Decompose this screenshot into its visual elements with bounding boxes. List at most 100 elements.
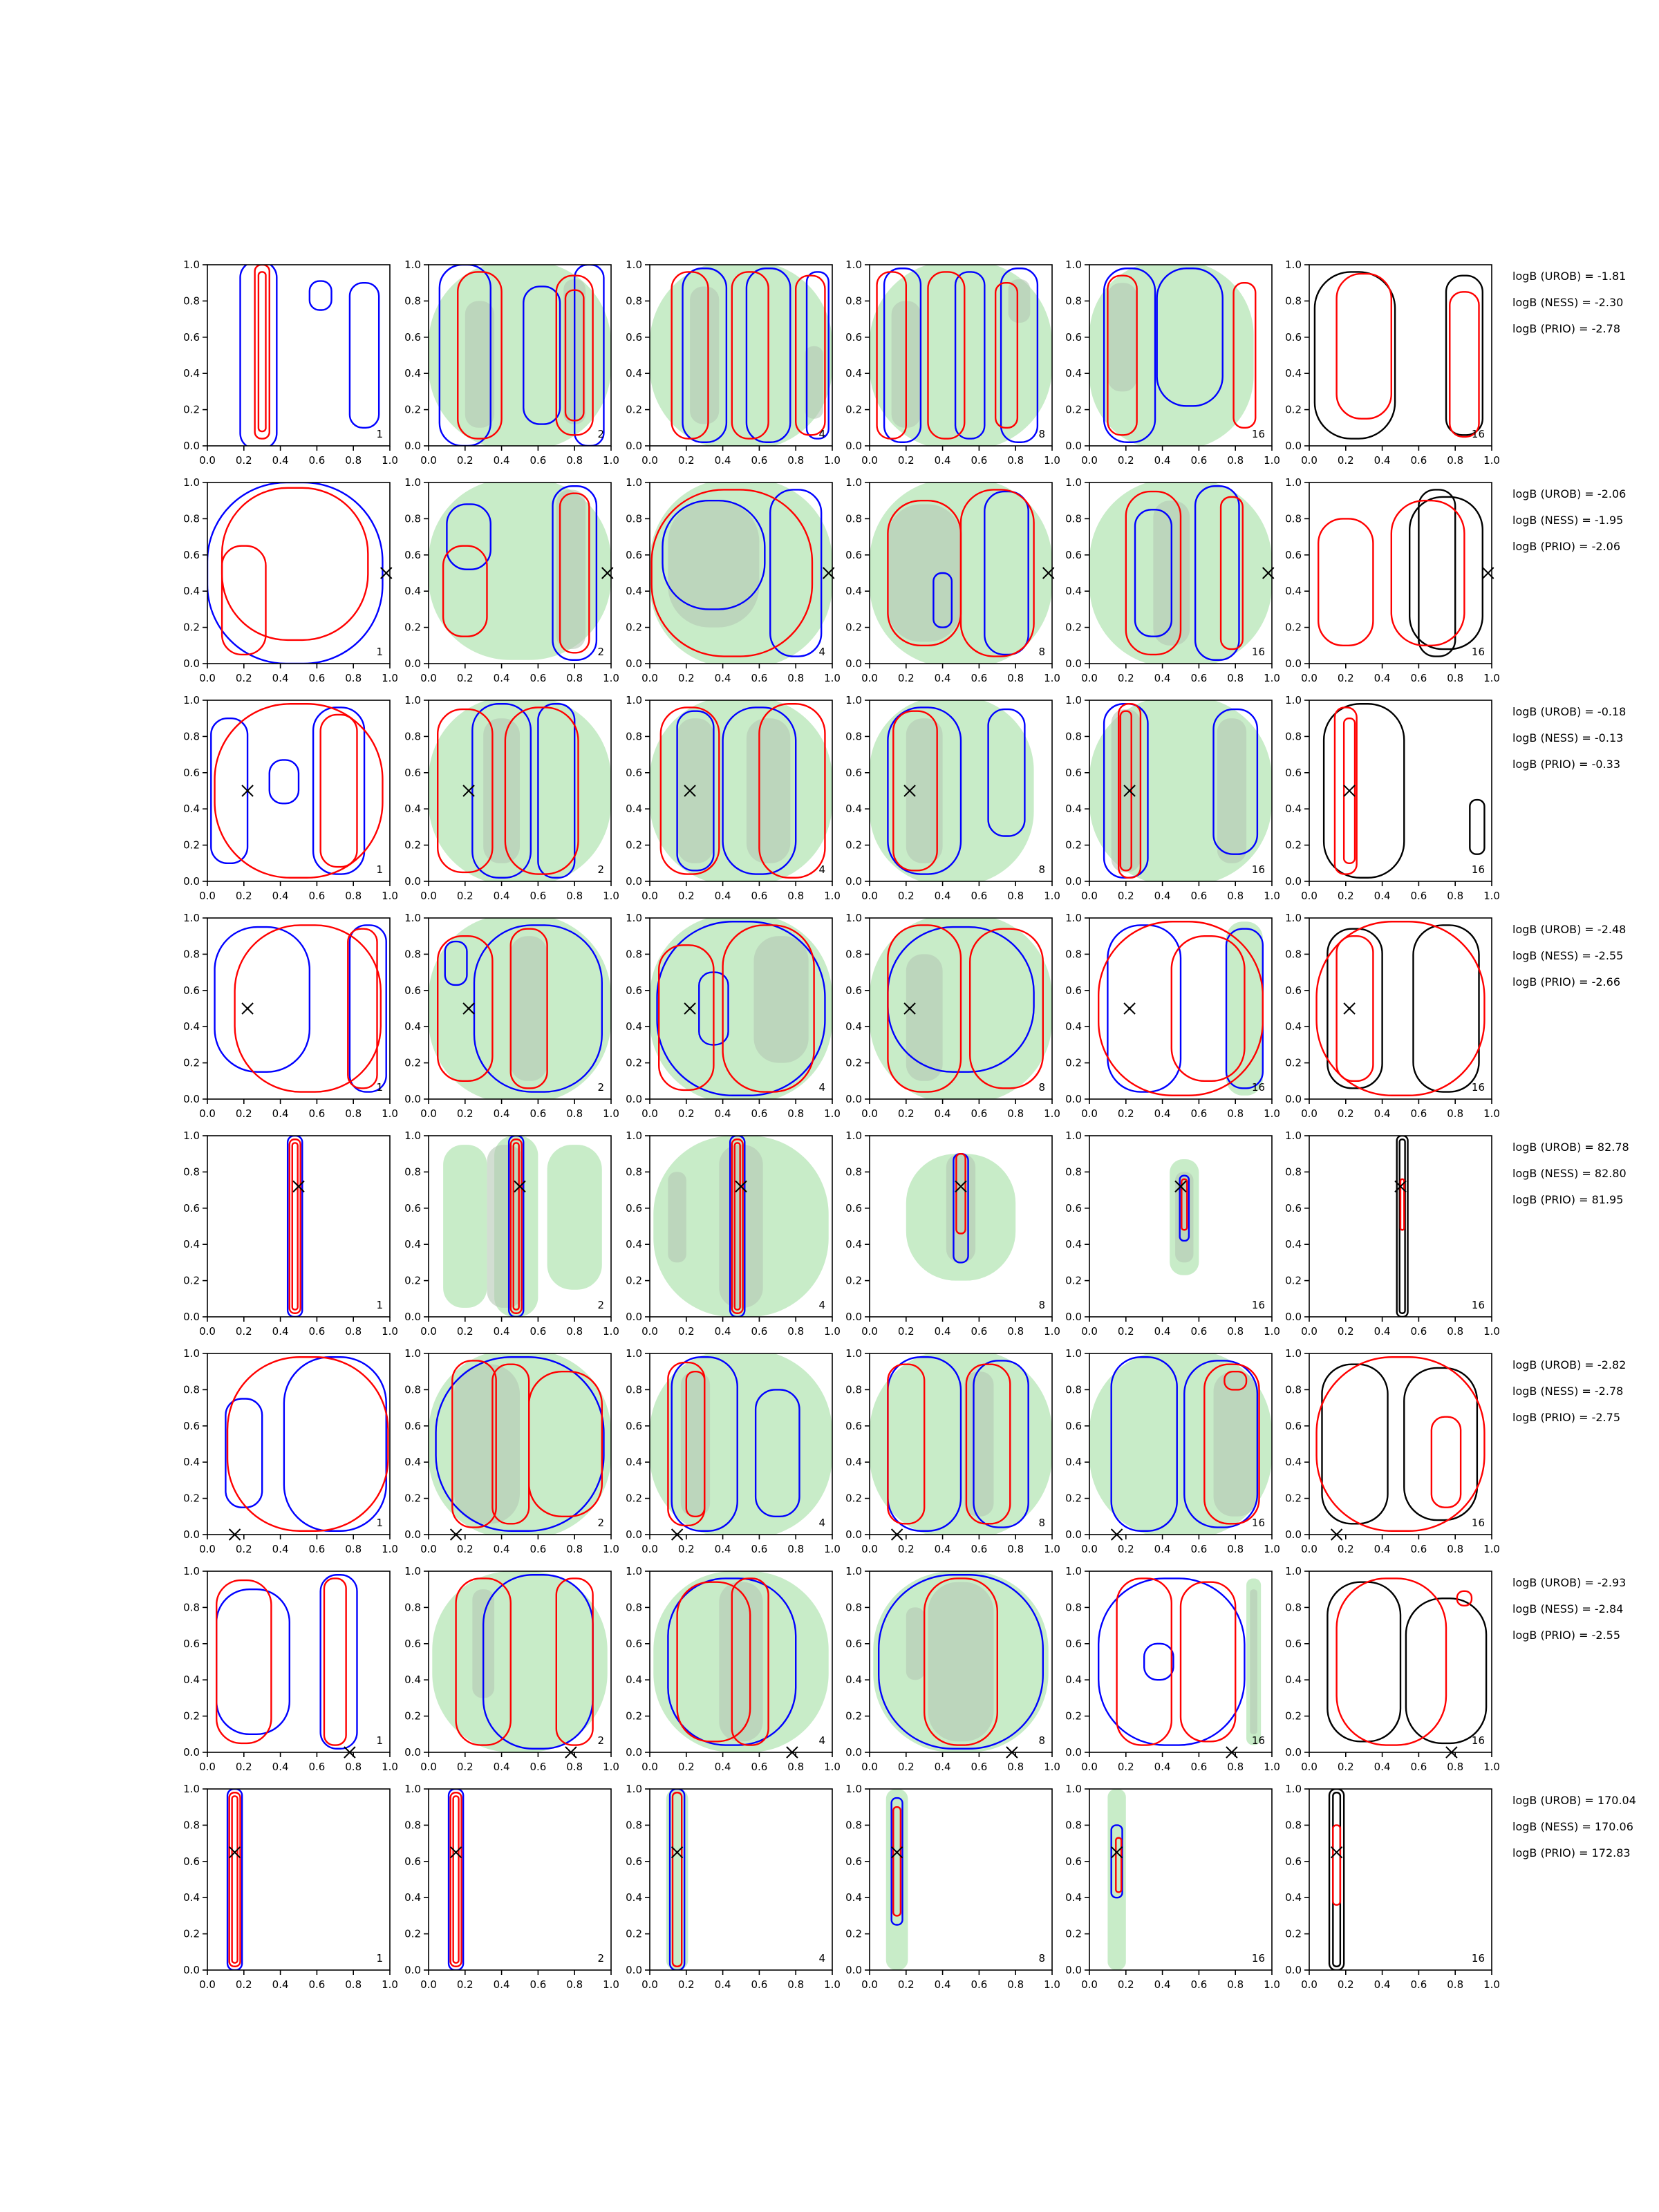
subplot-panel: 0.0 0.0 0.2 0.2 0.4 0.4 0.6 0.6 0.8 0.8 1.0 1.0 4	[626, 1565, 841, 1773]
x-tick-label: 0.0	[199, 1107, 216, 1120]
red-contour	[733, 1142, 741, 1311]
blue-contour	[745, 268, 791, 443]
x-tick-label: 0.8	[1227, 672, 1244, 684]
blue-contour	[877, 1574, 1044, 1750]
plot-area	[650, 265, 832, 446]
true-parameter-marker	[1330, 1846, 1343, 1859]
marker-stroke	[462, 1002, 475, 1015]
y-tick-label: 0.2	[1285, 1492, 1302, 1505]
y-tick-label: 0.8	[1065, 1383, 1082, 1396]
gray-shaded-region	[690, 286, 720, 424]
panel-label: 1	[376, 863, 383, 876]
x-tick-label: 0.8	[345, 1107, 362, 1120]
y-tick-label: 0.8	[404, 294, 421, 307]
logb-annotation: logB (PRIO) = -2.06	[1512, 540, 1620, 553]
red-contour	[892, 710, 938, 872]
blue-contour	[438, 265, 491, 446]
y-tick-label: 0.4	[626, 1238, 642, 1250]
marker-stroke	[1330, 1846, 1343, 1859]
y-tick-label: 0.2	[1285, 839, 1302, 852]
x-tick-label: 0.2	[1118, 672, 1134, 684]
x-tick-label: 0.8	[1007, 1325, 1024, 1338]
y-tick-label: 0.4	[845, 1891, 862, 1904]
red-contour	[1332, 1824, 1342, 1906]
x-tick-label: 0.0	[861, 1107, 878, 1120]
red-contour	[650, 489, 814, 657]
x-tick-label: 0.4	[494, 890, 510, 902]
red-contour	[731, 271, 769, 440]
marker-stroke	[1262, 567, 1275, 579]
x-tick-label: 0.4	[494, 1978, 510, 1991]
x-tick-label: 0.2	[236, 1543, 252, 1555]
blue-contour	[239, 265, 278, 446]
y-tick-label: 0.8	[183, 512, 200, 525]
y-tick-label: 0.8	[1285, 294, 1302, 307]
y-tick-label: 0.0	[845, 657, 862, 670]
x-tick-label: 1.0	[824, 1107, 841, 1120]
y-tick-label: 0.0	[1065, 1093, 1082, 1105]
x-tick-label: 0.2	[898, 1761, 915, 1773]
x-tick-label: 0.2	[898, 1543, 915, 1555]
gray-shaded-region	[465, 301, 495, 428]
x-tick-label: 0.0	[861, 1978, 878, 1991]
y-tick-label: 0.2	[404, 1492, 421, 1505]
subplot-panel: 0.0 0.0 0.2 0.2 0.4 0.4 0.6 0.6 0.8 0.8 1.0 1.0 2	[404, 1565, 619, 1773]
x-tick-label: 0.0	[420, 454, 437, 467]
blue-contour	[1110, 1356, 1178, 1532]
red-contour	[965, 1363, 1011, 1525]
plot-area	[1097, 1577, 1262, 1746]
figure-row: 0.00.00.20.20.40.40.60.60.80.81.01.010.0…	[183, 694, 1626, 902]
y-tick-label: 0.4	[183, 585, 200, 597]
blue-contour	[435, 1356, 605, 1532]
red-contour	[528, 1370, 603, 1517]
y-tick-label: 0.2	[845, 404, 862, 416]
marker-stroke	[1394, 1180, 1407, 1193]
red-contour	[319, 713, 358, 868]
x-tick-label: 0.2	[898, 1107, 915, 1120]
x-tick-label: 0.4	[1374, 1543, 1391, 1555]
y-tick-label: 0.4	[845, 1456, 862, 1468]
x-tick-label: 0.0	[1301, 1107, 1318, 1120]
blue-contour	[887, 706, 962, 875]
y-tick-label: 0.2	[845, 839, 862, 852]
x-tick-label: 1.0	[1483, 672, 1500, 684]
y-tick-label: 0.6	[1285, 1202, 1302, 1215]
red-contour	[437, 708, 494, 874]
y-tick-label: 1.0	[626, 1130, 642, 1142]
y-tick-label: 1.0	[1065, 1783, 1082, 1795]
red-contour	[671, 1792, 683, 1967]
y-tick-label: 0.6	[1065, 1420, 1082, 1432]
red-contour	[671, 271, 709, 440]
x-tick-label: 0.0	[1301, 454, 1318, 467]
blue-contour	[1097, 1577, 1246, 1746]
panel-label: 16	[1252, 1517, 1265, 1529]
plot-area	[1089, 1353, 1272, 1535]
y-tick-label: 1.0	[1065, 476, 1082, 489]
y-tick-label: 0.8	[1285, 1165, 1302, 1178]
panel-label: 2	[597, 1952, 604, 1965]
y-tick-label: 0.6	[626, 549, 642, 561]
x-tick-label: 1.0	[603, 1107, 619, 1120]
y-tick-label: 1.0	[1285, 912, 1302, 924]
x-tick-label: 0.2	[457, 1978, 474, 1991]
x-tick-label: 0.2	[236, 1107, 252, 1120]
marker-stroke	[1343, 1002, 1356, 1015]
marker-stroke	[786, 1746, 798, 1759]
x-tick-label: 0.0	[641, 454, 658, 467]
green-shaded-region	[432, 1571, 608, 1752]
subplot-panel: 0.0 0.0 0.2 0.2 0.4 0.4 0.6 0.6 0.8 0.8 1.0 1.0 8	[845, 694, 1060, 902]
x-tick-label: 0.0	[420, 890, 437, 902]
y-tick-label: 0.6	[1285, 549, 1302, 561]
x-tick-label: 0.4	[1154, 672, 1171, 684]
plot-area	[666, 1789, 688, 1970]
true-parameter-marker	[955, 1180, 967, 1193]
y-tick-label: 0.8	[183, 1819, 200, 1831]
plot-area	[870, 482, 1052, 664]
red-contour	[442, 545, 488, 637]
blue-contour	[523, 285, 561, 425]
y-tick-label: 0.6	[626, 1202, 642, 1215]
y-tick-label: 0.2	[1065, 1928, 1082, 1940]
true-parameter-marker	[1110, 1846, 1123, 1859]
axes-frame	[1309, 1353, 1492, 1535]
axes-frame	[649, 482, 833, 664]
